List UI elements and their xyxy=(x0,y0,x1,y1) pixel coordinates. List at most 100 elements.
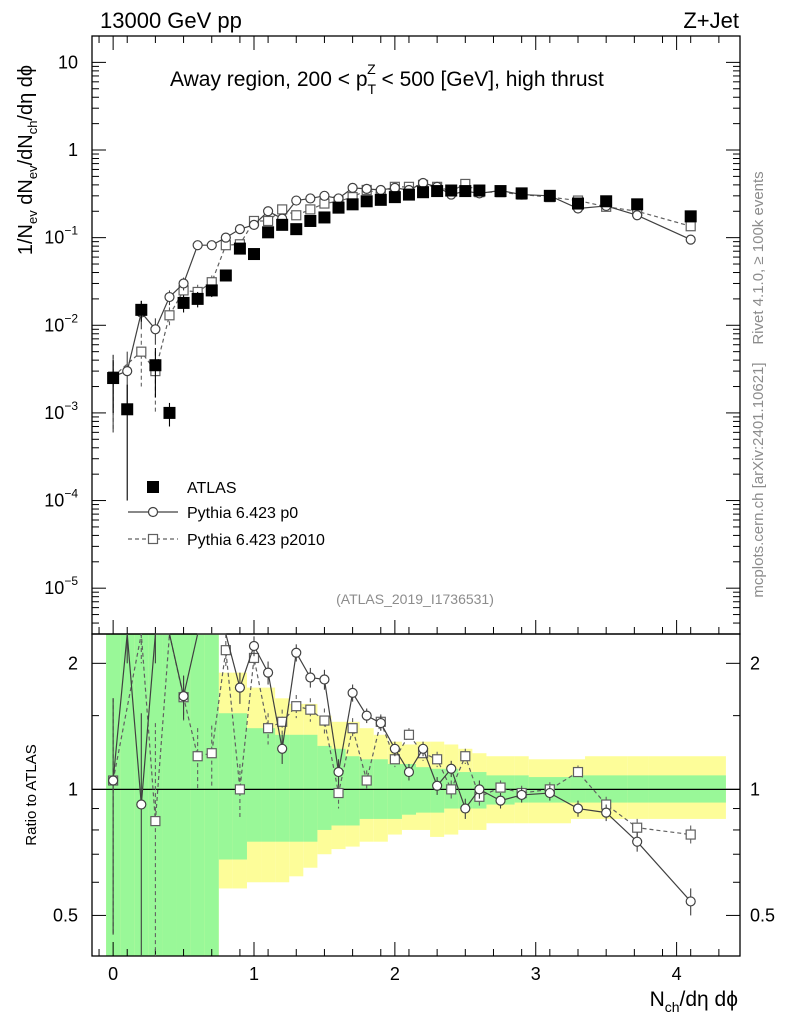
x-axis-label: Nch/dη dϕ xyxy=(650,988,738,1015)
ratio-tick-label-right: 0.5 xyxy=(750,905,775,925)
p0-ratio-point xyxy=(277,743,288,754)
atlas-point xyxy=(600,195,613,208)
p2010-ratio-point xyxy=(333,787,344,799)
legend-p0-label: Pythia 6.423 p0 xyxy=(187,505,298,522)
x-tick-label: 4 xyxy=(672,964,682,984)
p2010-ratio-point xyxy=(460,751,471,762)
ratio-tick-label-left: 1 xyxy=(68,779,78,799)
atlas-point xyxy=(494,185,507,198)
atlas-point xyxy=(191,292,204,305)
p2010-point xyxy=(136,346,147,357)
p0-point xyxy=(632,210,643,221)
p0-ratio-point xyxy=(403,766,415,778)
atlas-point xyxy=(515,187,528,200)
ratio-y-axis-label: Ratio to ATLAS xyxy=(23,744,40,845)
p0-point xyxy=(333,193,344,204)
atlas-point xyxy=(543,189,556,202)
y-tick-label: 10−3 xyxy=(44,399,78,423)
p2010-ratio-point xyxy=(403,729,415,740)
band-green-bin xyxy=(120,634,135,956)
p0-ratio-point xyxy=(248,640,260,652)
axes: 0 1 2 3 4 10−5 10−4 10−3 10−2 10−1 1 10 0.5 0.5 1 1 2 2 xyxy=(44,35,775,984)
p0-point xyxy=(685,234,696,245)
band-green-bin xyxy=(317,745,332,830)
y-tick-label: 10 xyxy=(58,52,78,72)
p0-ratio-point xyxy=(361,710,372,721)
p0-point xyxy=(234,224,246,235)
atlas-point xyxy=(374,193,387,206)
p0-ratio-point xyxy=(305,672,316,683)
atlas-point xyxy=(459,185,472,198)
p0-ratio-point xyxy=(347,687,358,698)
band-green-bin xyxy=(303,734,318,842)
p0-ratio-point xyxy=(632,836,643,847)
p0-point xyxy=(192,240,203,251)
atlas-point xyxy=(219,269,232,282)
atlas-point xyxy=(149,359,162,372)
p0-ratio-point xyxy=(234,682,246,693)
p0-point xyxy=(361,183,372,194)
ratio-panel-frame xyxy=(91,633,741,957)
p0-ratio-point xyxy=(262,667,274,678)
p0-point xyxy=(291,195,302,206)
atlas-point xyxy=(684,210,697,223)
legend-p0-marker xyxy=(147,506,159,518)
mcplots-citation-label: mcplots.cern.ch [arXiv:2401.10621] xyxy=(750,362,767,597)
p2010-line xyxy=(112,183,691,377)
p2010-ratio-point xyxy=(192,751,203,762)
p2010-ratio-point xyxy=(685,829,696,840)
legend-p2010-marker xyxy=(147,533,159,545)
p0-ratio-point xyxy=(319,674,330,685)
atlas-point xyxy=(276,218,289,231)
p2010-ratio-point xyxy=(361,775,372,786)
p0-ratio-point xyxy=(516,789,527,801)
y-tick-label: 1 xyxy=(68,140,78,160)
y-tick-label: 10−4 xyxy=(44,487,78,511)
y-tick-label: 10−2 xyxy=(44,311,78,335)
band-green-bin xyxy=(204,634,219,956)
legend-atlas-marker xyxy=(147,481,159,493)
ratio-uncertainty-bands xyxy=(92,634,740,956)
atlas-point xyxy=(631,198,644,211)
band-green-bin xyxy=(218,713,233,860)
p2010-ratio-point xyxy=(632,822,643,833)
p0-ratio-point xyxy=(291,647,302,658)
p0-ratio-point xyxy=(178,691,189,702)
atlas-point xyxy=(107,372,120,385)
atlas-point xyxy=(163,406,176,419)
atlas-point xyxy=(290,223,303,236)
p2010-ratio-point xyxy=(206,748,217,759)
data-series xyxy=(107,177,697,956)
p0-ratio-point xyxy=(474,784,485,795)
x-tick-label: 1 xyxy=(249,964,259,984)
atlas-point xyxy=(304,214,317,227)
p0-point xyxy=(262,206,274,217)
band-green-bin xyxy=(261,728,276,842)
p0-point xyxy=(305,193,316,204)
y-tick-label: 10−5 xyxy=(44,574,78,598)
header-process-label: Z+Jet xyxy=(683,8,739,33)
atlas-point xyxy=(332,201,345,214)
p0-ratio-point xyxy=(460,803,471,814)
p2010-point xyxy=(164,310,175,321)
p2010-ratio-point xyxy=(262,723,274,734)
p0-point xyxy=(417,177,429,189)
band-green-bin xyxy=(387,763,402,819)
atlas-point xyxy=(473,184,486,197)
atlas-point xyxy=(402,188,415,201)
p0-point xyxy=(206,240,217,251)
p0-point xyxy=(389,182,400,193)
y-tick-label: 10−1 xyxy=(44,224,78,248)
p0-line xyxy=(112,182,691,378)
p2010-point xyxy=(291,210,302,221)
p0-ratio-point xyxy=(685,896,696,907)
atlas-point xyxy=(177,296,190,309)
p0-ratio-point xyxy=(495,795,506,806)
ratio-tick-label-right: 2 xyxy=(750,653,760,673)
p0-ratio-line xyxy=(112,633,692,902)
p0-ratio-point xyxy=(417,743,429,754)
p2010-ratio-point xyxy=(319,715,330,726)
y-axis-label: 1/Nev dNev/dNch/dη dϕ xyxy=(15,65,40,255)
atlas-point xyxy=(135,303,148,316)
